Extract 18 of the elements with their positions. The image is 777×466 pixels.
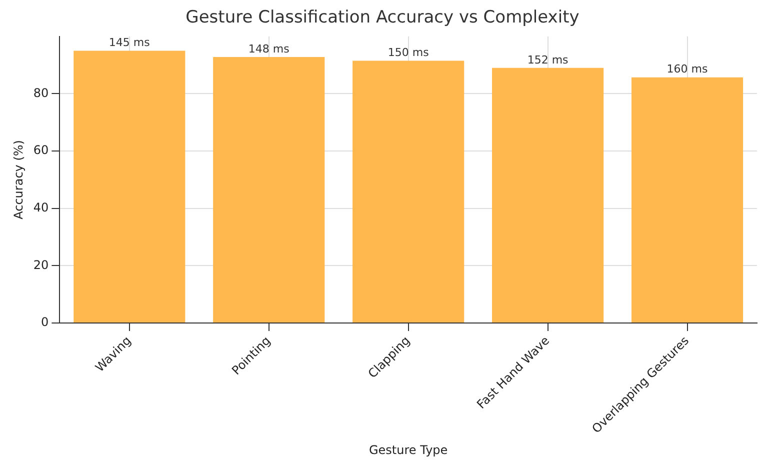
annotation: 148 ms xyxy=(248,42,290,56)
annotation: 160 ms xyxy=(666,62,708,76)
bar xyxy=(492,68,604,322)
bar xyxy=(631,77,744,322)
bar xyxy=(74,50,186,322)
y-tick-label: 60 xyxy=(33,143,49,158)
y-tick-label: 80 xyxy=(33,86,49,100)
y-tick-label: 20 xyxy=(33,258,49,272)
y-tick-label: 40 xyxy=(33,200,49,214)
annotation: 150 ms xyxy=(388,46,430,60)
y-axis-title: Accuracy (%) xyxy=(11,140,26,220)
annotation: 145 ms xyxy=(108,36,150,50)
chart-title: Gesture Classification Accuracy vs Complexity xyxy=(186,8,580,28)
x-axis-title: Gesture Type xyxy=(368,442,448,457)
bar xyxy=(352,60,464,322)
bar xyxy=(213,57,325,322)
y-tick-label: 0 xyxy=(41,315,49,330)
annotation: 152 ms xyxy=(527,53,569,66)
